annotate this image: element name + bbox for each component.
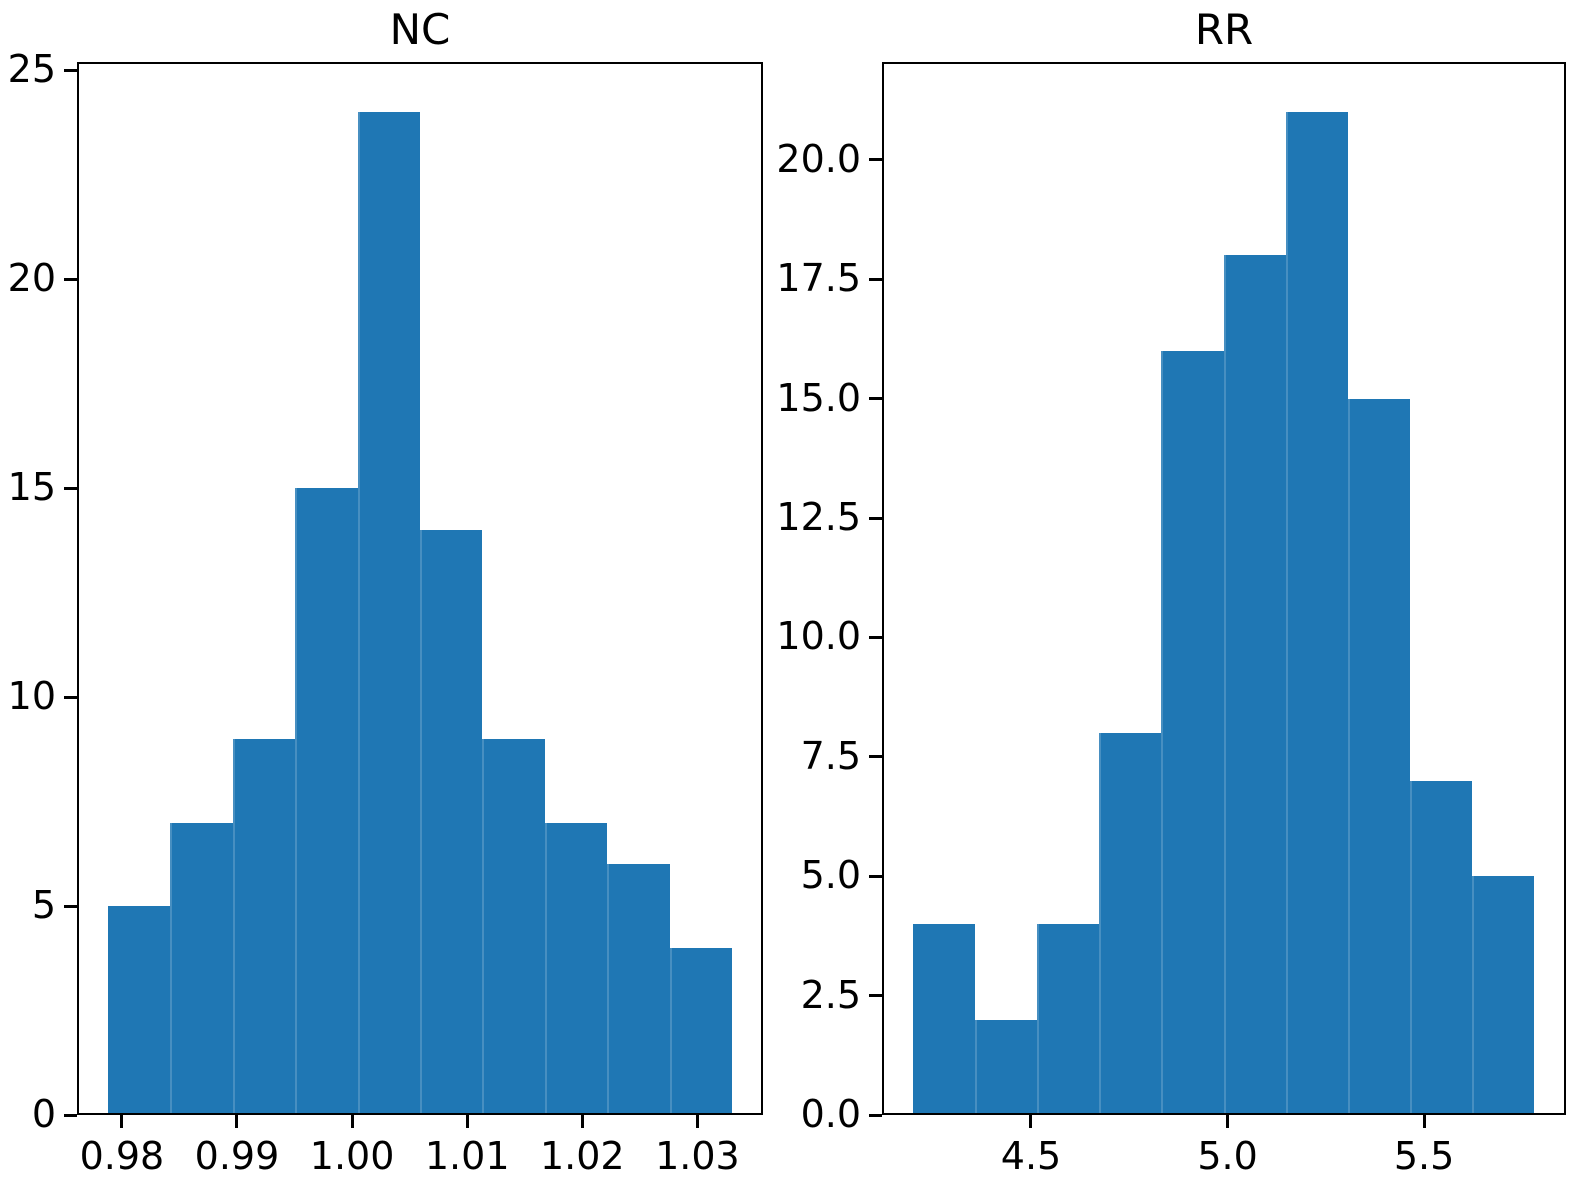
histogram-bar <box>1347 398 1410 1115</box>
histogram-bar <box>170 822 233 1115</box>
x-tick-mark <box>695 1115 699 1128</box>
y-tick-label: 10.0 <box>776 614 861 659</box>
y-tick-mark <box>869 158 882 162</box>
x-tick-mark <box>350 1115 354 1128</box>
y-tick-mark <box>869 635 882 639</box>
y-tick-mark <box>64 1113 77 1117</box>
y-tick-label: 25 <box>7 47 56 92</box>
x-tick-label: 4.5 <box>1000 1134 1062 1178</box>
x-tick-mark <box>1226 1115 1230 1128</box>
x-tick-mark <box>1029 1115 1033 1128</box>
axes-nc: 0.98 0.99 1.00 1.01 1.02 1.03 0 5 10 15 20 25 <box>8 49 763 1177</box>
histogram-bar <box>1285 112 1348 1115</box>
y-tick-label: 5.0 <box>800 853 861 898</box>
x-tick-label: 1.02 <box>539 1134 625 1178</box>
x-tick-mark <box>580 1115 584 1128</box>
histogram-bar <box>1223 255 1286 1115</box>
histogram-bar <box>295 488 358 1115</box>
histogram-bar <box>1161 350 1224 1115</box>
y-tick-label: 17.5 <box>776 256 861 301</box>
y-tick-mark <box>869 1113 882 1117</box>
x-tick-mark <box>1422 1115 1426 1128</box>
axes-rr: 4.5 5.0 5.5 0.0 2.5 5.0 7.5 10.0 12.5 15.0 17.5 20.… <box>776 62 1566 1177</box>
y-tick-label: 7.5 <box>800 733 861 778</box>
plot-title-rr: RR <box>1194 4 1254 54</box>
y-tick-label: 15 <box>7 465 56 510</box>
y-tick-label: 12.5 <box>776 495 861 540</box>
x-tick-label: 1.03 <box>655 1134 740 1178</box>
y-tick-label: 10 <box>7 674 56 719</box>
x-tick-mark <box>235 1115 239 1128</box>
x-tick-label: 5.5 <box>1393 1134 1455 1178</box>
y-tick-mark <box>869 874 882 878</box>
y-tick-mark <box>869 516 882 520</box>
y-tick-mark <box>64 68 77 72</box>
histogram-bar <box>232 738 296 1115</box>
y-tick-mark <box>64 904 77 908</box>
y-tick-label: 0.0 <box>800 1092 861 1137</box>
y-tick-mark <box>869 755 882 759</box>
histogram-bar <box>1037 923 1100 1115</box>
y-tick-mark <box>869 397 882 401</box>
y-tick-mark <box>64 486 77 490</box>
y-tick-mark <box>64 277 77 281</box>
y-tick-mark <box>869 277 882 281</box>
histogram-bar <box>607 864 670 1115</box>
x-tick-label: 0.99 <box>194 1134 280 1178</box>
histogram-bar <box>1472 876 1535 1115</box>
y-tick-label: 0 <box>31 1092 56 1137</box>
x-tick-mark <box>465 1115 469 1128</box>
y-tick-mark <box>869 994 882 998</box>
y-tick-label: 15.0 <box>776 375 861 420</box>
y-tick-label: 20.0 <box>776 136 861 181</box>
histogram-bar <box>357 112 420 1115</box>
histogram-bar <box>975 1019 1038 1115</box>
histogram-bar <box>108 906 171 1115</box>
x-tick-mark <box>120 1115 124 1128</box>
histogram-bar <box>544 822 608 1115</box>
y-tick-label: 2.5 <box>800 972 861 1017</box>
y-tick-mark <box>64 695 77 699</box>
x-tick-label: 1.00 <box>309 1134 395 1178</box>
x-tick-label: 0.98 <box>79 1134 165 1178</box>
histogram-bar <box>913 923 976 1115</box>
histogram-bar <box>420 530 483 1115</box>
x-tick-label: 1.01 <box>424 1134 510 1178</box>
histogram-bar <box>1409 780 1473 1115</box>
histogram-bar <box>482 738 545 1115</box>
histogram-bar <box>1099 732 1162 1115</box>
x-tick-label: 5.0 <box>1197 1134 1258 1178</box>
histogram-bar <box>669 947 732 1115</box>
y-tick-label: 20 <box>7 256 56 301</box>
y-tick-label: 5 <box>31 883 56 928</box>
plot-title-nc: NC <box>389 4 451 54</box>
